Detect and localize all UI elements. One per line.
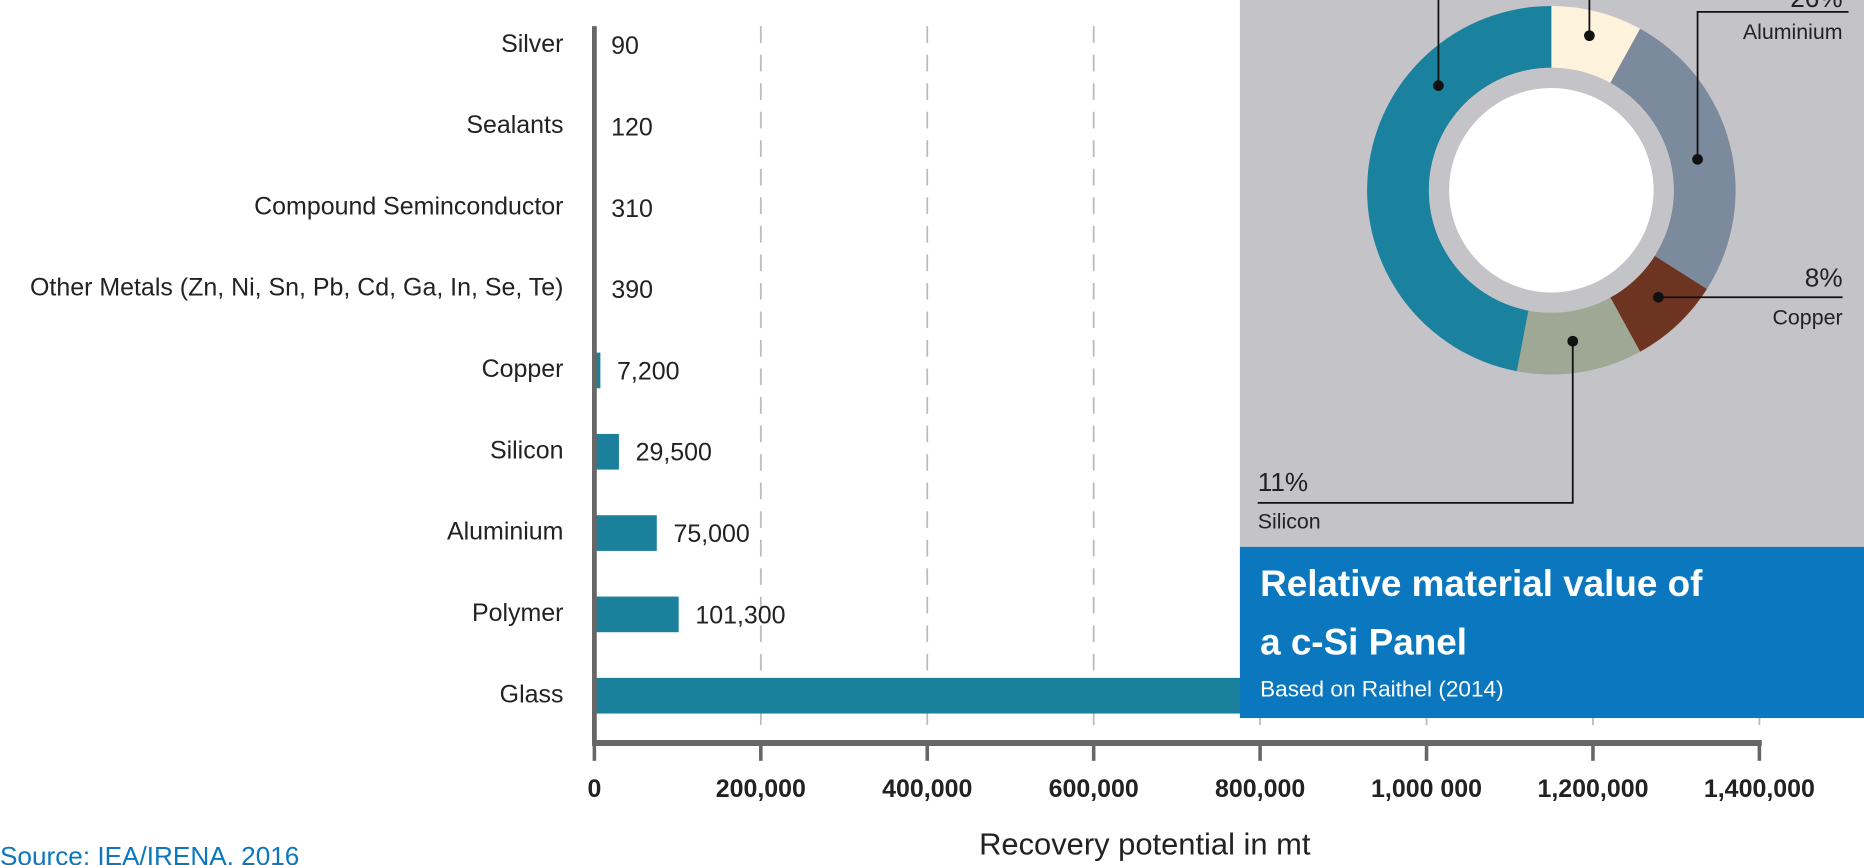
x-tick-label: 1,200,000 bbox=[1537, 775, 1648, 803]
bar bbox=[594, 596, 679, 633]
leader-line bbox=[1257, 341, 1574, 504]
value-label: 390 bbox=[611, 276, 653, 304]
segment-label: Aluminium bbox=[1743, 20, 1843, 44]
value-label: 29,500 bbox=[636, 439, 712, 467]
category-label: Silver bbox=[501, 30, 563, 58]
value-label: 101,300 bbox=[695, 601, 785, 629]
bar bbox=[594, 352, 601, 389]
value-label: 75,000 bbox=[673, 520, 749, 548]
source: Source: IEA/IRENA, 2016 bbox=[0, 841, 299, 865]
donut-segment bbox=[1551, 5, 1641, 83]
category-label: Copper bbox=[482, 355, 564, 383]
donut-segment bbox=[1610, 28, 1736, 289]
category-label: Other Metals (Zn, Ni, Sn, Pb, Cd, Ga, In… bbox=[30, 274, 563, 302]
category-label: Compound Seminconductor bbox=[254, 192, 563, 220]
bar bbox=[594, 433, 619, 470]
donut-segment bbox=[1610, 255, 1707, 352]
title-line: Relative material value of bbox=[1260, 563, 1703, 604]
value-label: 90 bbox=[611, 32, 639, 60]
x-tick-label: 600,000 bbox=[1049, 775, 1139, 803]
title-line: a c-Si Panel bbox=[1260, 621, 1467, 662]
x-tick-label: 800,000 bbox=[1215, 775, 1305, 803]
donut-segment bbox=[1367, 5, 1552, 372]
donut-segment bbox=[1516, 297, 1641, 375]
category-label: Sealants bbox=[466, 111, 563, 139]
value-label: 8% bbox=[1805, 262, 1843, 292]
x-tick-label: 400,000 bbox=[882, 775, 972, 803]
chart-subtitle: Based on Raithel (2014) bbox=[1260, 677, 1504, 702]
leader-line bbox=[1696, 11, 1849, 160]
value-label: 120 bbox=[611, 113, 653, 141]
category-label: Aluminium bbox=[447, 518, 563, 546]
leader-dot bbox=[1692, 153, 1703, 165]
chart-title: Relative material value of a c-Si Panel bbox=[1260, 563, 1703, 662]
value-label: 26% bbox=[1790, 0, 1842, 13]
leader-dot bbox=[1567, 335, 1579, 347]
category-label: Glass bbox=[500, 680, 564, 708]
x-tick-label: 1,400,000 bbox=[1704, 775, 1815, 803]
category-label: Silicon bbox=[490, 436, 564, 464]
x-axis-title: Recovery potential in mt bbox=[979, 827, 1311, 862]
bar bbox=[594, 515, 657, 551]
leader-dot bbox=[1584, 30, 1595, 42]
leader-dot bbox=[1652, 291, 1664, 303]
value-label: 11% bbox=[1258, 467, 1308, 497]
category-label: Polymer bbox=[472, 599, 564, 627]
title-box bbox=[1239, 546, 1864, 719]
x-tick-label: 1,000 000 bbox=[1371, 775, 1482, 803]
leader-dot bbox=[1433, 80, 1444, 91]
segment-label: Silicon bbox=[1258, 510, 1321, 534]
segment-label: Copper bbox=[1772, 305, 1842, 329]
value-label: 7,200 bbox=[617, 357, 679, 385]
donut-hole bbox=[1449, 87, 1654, 293]
x-tick-label: 200,000 bbox=[716, 775, 806, 803]
value-label: 310 bbox=[611, 195, 653, 223]
x-tick-label: 0 bbox=[587, 775, 601, 803]
